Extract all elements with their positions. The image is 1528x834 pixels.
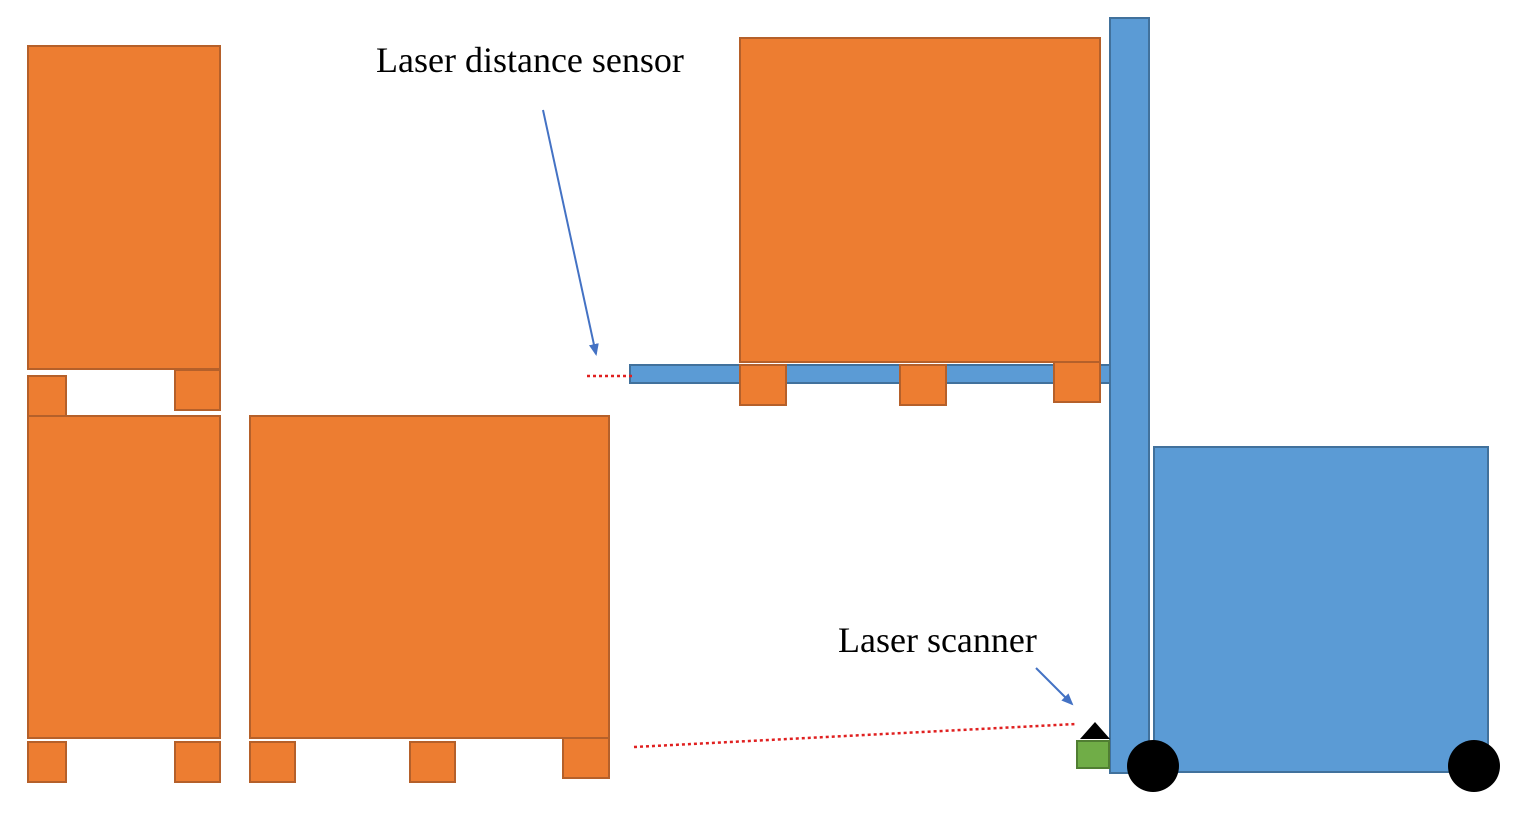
pallet-block [1053,361,1101,403]
pallet-block [27,741,67,783]
lifted-pallet [739,37,1101,406]
laser-scanner-emitter-icon [1080,722,1110,739]
forklift-mast [1109,17,1150,774]
pallet-block [409,741,456,783]
forklift-body [1153,446,1489,773]
laser-scanner-sensor [1076,740,1110,769]
laser-scanner-label: Laser scanner [838,620,1037,660]
pallet-block [739,364,787,406]
forklift-fork [629,364,1111,384]
laser-scanner-beam [633,722,1077,749]
forklift-wheel-rear [1448,740,1500,792]
laser-distance-sensor-label: Laser distance sensor [376,40,684,80]
pallet-block [27,375,67,417]
distance-sensor-pointer-arrow [542,109,599,356]
forklift-wheel-front [1127,740,1179,792]
pallet-block [899,364,947,406]
laser-scanner-pointer-arrow [1035,667,1074,706]
pallet-load-box [27,415,221,739]
pallet-block [249,741,296,783]
pallet-load-box [739,37,1101,363]
pallet-block [174,369,221,411]
stacked-pallet-bottom [27,415,221,783]
pallet-block [174,741,221,783]
floor-pallet [249,415,610,783]
stacked-pallet-top [27,45,221,417]
pallet-load-box [27,45,221,370]
pallet-block [562,737,610,779]
pallet-load-box [249,415,610,739]
